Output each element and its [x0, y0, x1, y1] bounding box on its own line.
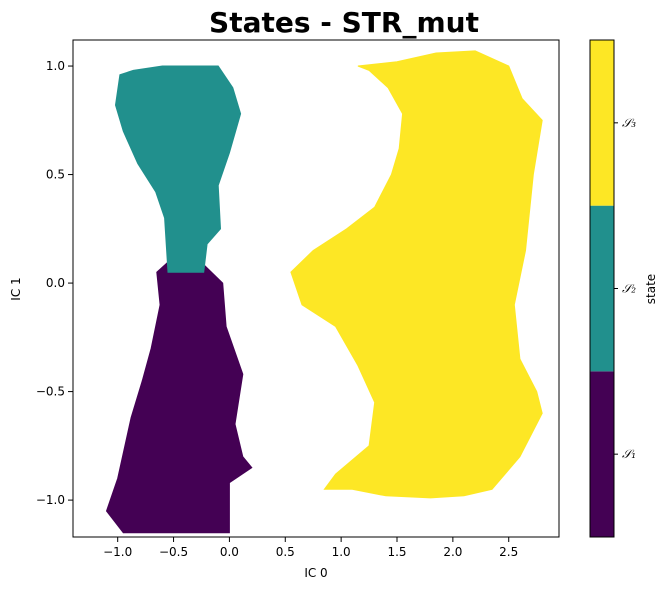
y-tick-label: 0.5 — [46, 168, 65, 182]
y-tick-label: 0.0 — [46, 276, 65, 290]
x-axis: −1.0 −0.5 0.0 0.5 1.0 1.5 2.0 2.5 — [103, 537, 518, 559]
x-tick-label: 0.0 — [220, 545, 239, 559]
state-regions — [105, 50, 543, 534]
x-tick-label: −1.0 — [103, 545, 132, 559]
colorbar-segment-s2 — [590, 205, 614, 372]
colorbar-tick-label: 𝒮₃ — [622, 116, 636, 130]
y-tick-label: −0.5 — [36, 385, 65, 399]
x-tick-label: 1.0 — [332, 545, 351, 559]
chart-title: States - STR_mut — [209, 6, 479, 39]
x-tick-label: 1.5 — [387, 545, 406, 559]
y-axis: 1.0 0.5 0.0 −0.5 −1.0 — [36, 59, 73, 507]
x-tick-label: 2.0 — [443, 545, 462, 559]
x-tick-label: 2.5 — [499, 545, 518, 559]
state-region-s2 — [114, 65, 242, 273]
colorbar-frame — [589, 39, 615, 538]
state-region-s1 — [105, 256, 253, 534]
y-tick-label: −1.0 — [36, 493, 65, 507]
colorbar-tick-label: 𝒮₁ — [622, 447, 636, 461]
state-region-s3 — [290, 50, 543, 499]
x-axis-label: IC 0 — [304, 566, 327, 580]
y-tick-label: 1.0 — [46, 59, 65, 73]
plot-frame — [72, 39, 560, 538]
colorbar-tick-label: 𝒮₂ — [622, 282, 636, 296]
colorbar: 𝒮₁ 𝒮₂ 𝒮₃ — [589, 39, 636, 538]
x-tick-label: −0.5 — [159, 545, 188, 559]
colorbar-segment-s1 — [590, 371, 614, 537]
y-axis-label: IC 1 — [9, 277, 23, 300]
colorbar-label: state — [644, 274, 658, 304]
colorbar-segment-s3 — [590, 40, 614, 206]
x-tick-label: 0.5 — [276, 545, 295, 559]
